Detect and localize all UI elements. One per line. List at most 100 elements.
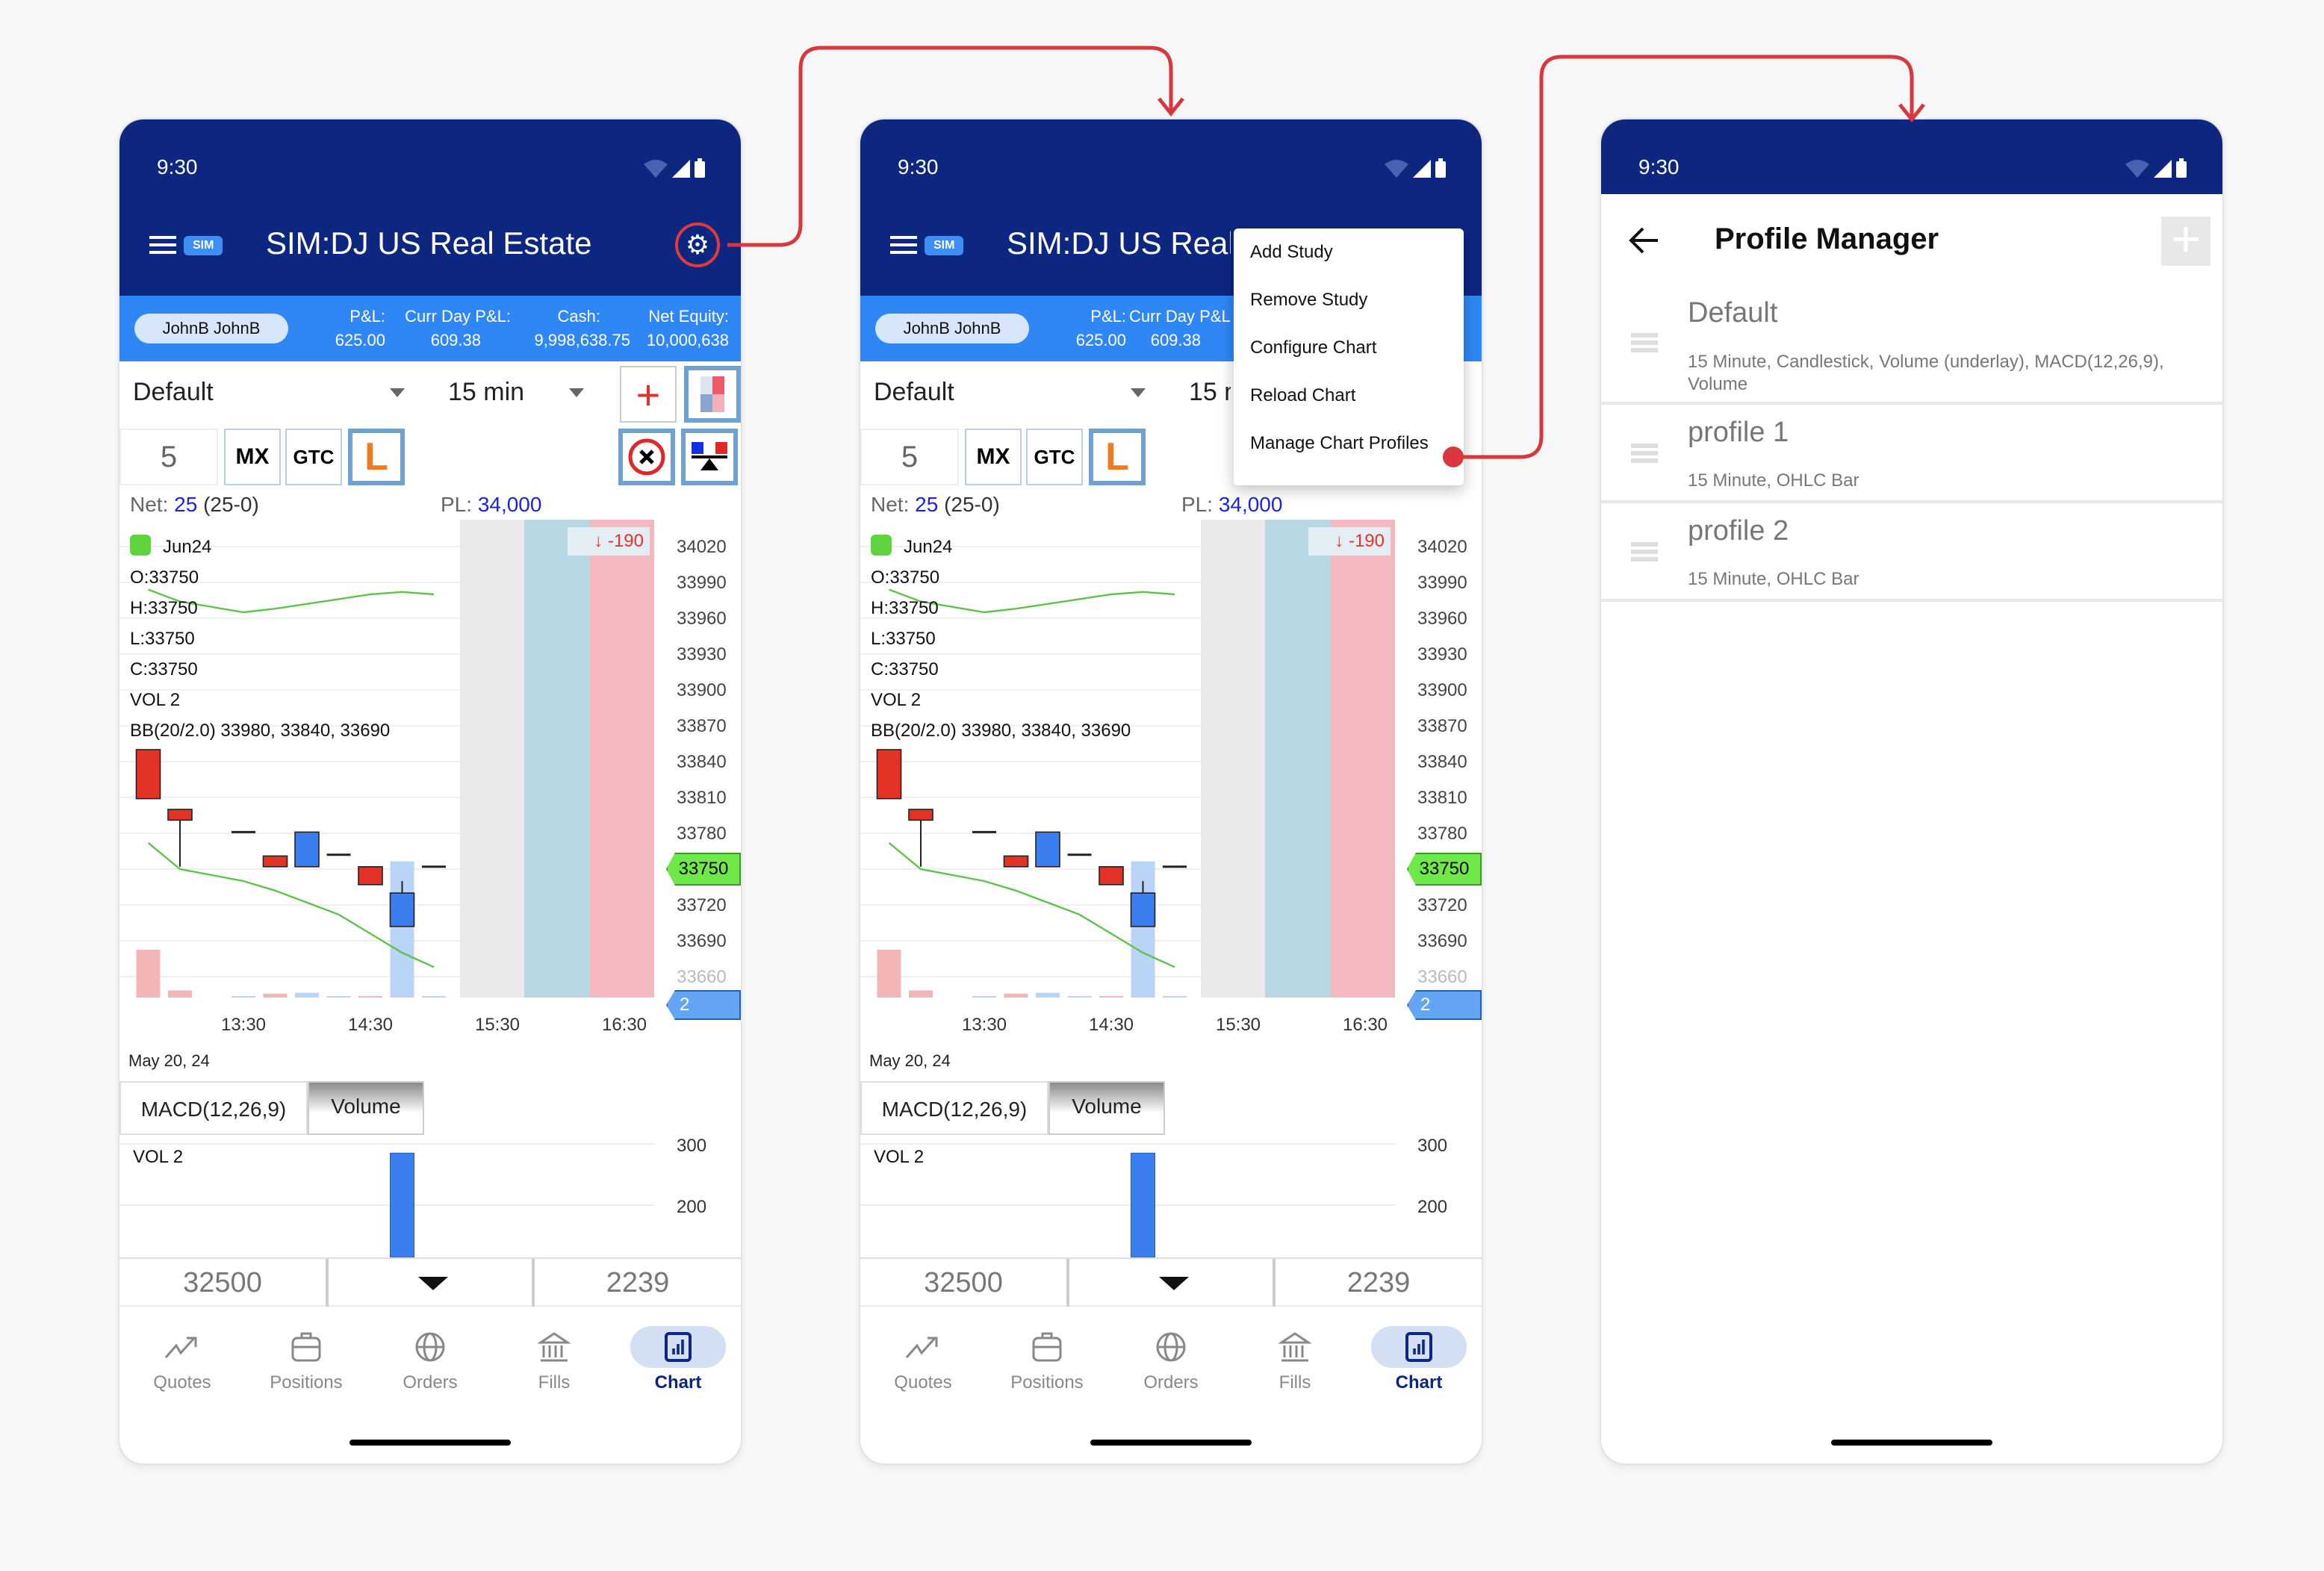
volume-underlay-bar [909,990,933,998]
app-header: SIM SIM:DJ US Real Estate ⚙ [119,194,741,296]
add-profile-button[interactable]: + [2161,214,2210,266]
chart-legend: Jun24 O:33750 H:33750 L:33750 C:33750 VO… [130,532,390,746]
net-position: Net: 25 (25-0) [871,493,1000,517]
account-chip[interactable]: JohnB JohnB [875,314,1029,343]
volume-subchart[interactable]: 300 200 [119,1135,741,1257]
interval-select[interactable]: 15 min [1189,378,1231,406]
pl-label: PL: [441,493,473,516]
nav-quotes[interactable]: Quotes [863,1326,983,1393]
pl-value: 34,000 [1218,493,1283,516]
nav-chart[interactable]: Chart [1359,1326,1479,1393]
quote-row: 32500 2239 [119,1257,741,1307]
back-arrow-icon[interactable] [1628,225,1661,255]
settings-gear-icon[interactable]: ⚙ [675,223,720,267]
price-tick-label: 33840 [1417,752,1467,772]
menu-item-remove-study[interactable]: Remove Study [1250,290,1368,310]
menu-icon[interactable] [890,236,917,254]
price-chart[interactable]: 34020 33990 33960 33930 33900 33870 33840 33810… [119,520,741,1042]
quote-toggle[interactable] [326,1259,535,1307]
menu-icon[interactable] [149,236,176,254]
tab-macd[interactable]: MACD(12,26,9) [860,1081,1048,1135]
candle-body [1099,865,1124,886]
price-chart[interactable]: 34020 33990 33960 33930 33900 33870 33840 33810… [860,520,1482,1042]
quantity-field[interactable]: 5 [119,429,218,485]
nav-orders[interactable]: Orders [1111,1326,1231,1393]
price-tick-label: 33900 [677,680,727,700]
candle-body [1035,831,1060,868]
time-tick-label: 14:30 [348,1015,393,1035]
quantity-field[interactable]: 5 [860,429,959,485]
chart-options-menu: Add Study Remove Study Configure Chart R… [1234,228,1464,485]
tab-macd[interactable]: MACD(12,26,9) [119,1081,308,1135]
interval-select[interactable]: 15 min [448,378,525,406]
pl-value: 34,000 [477,493,542,516]
drag-handle-icon[interactable] [1631,542,1658,564]
tab-volume[interactable]: Volume [1048,1081,1165,1135]
stat-value: 625.00 [1075,331,1126,349]
profile-item[interactable]: Default 15 Minute, Candlestick, Volume (… [1601,291,2222,405]
price-tick-label: 34020 [1417,537,1467,557]
profile-item[interactable]: profile 1 15 Minute, OHLC Bar [1601,405,2222,503]
battery-icon [2176,158,2187,178]
price-tick-label: 33690 [1417,931,1467,951]
volume-tick-label: 200 [1417,1197,1447,1217]
menu-item-add-study[interactable]: Add Study [1250,242,1333,262]
signal-icon [1413,160,1431,178]
drag-handle-icon[interactable] [1631,444,1658,466]
gtc-button[interactable]: GTC [285,429,342,485]
stat-label: Cash: [557,307,600,326]
time-tick-label: 15:30 [1216,1015,1261,1035]
gtc-button[interactable]: GTC [1026,429,1083,485]
nav-positions[interactable]: Positions [246,1326,366,1393]
mx-button[interactable]: MX [224,429,281,485]
account-chip[interactable]: JohnB JohnB [134,314,288,343]
mx-button[interactable]: MX [965,429,1022,485]
interval-dropdown-icon[interactable] [569,388,584,397]
menu-item-reload-chart[interactable]: Reload Chart [1250,385,1356,405]
change-badge: ↓ -190 [1308,527,1391,556]
cancel-orders-button[interactable] [618,429,675,485]
crosshair-button[interactable]: + [620,366,677,423]
drag-handle-icon[interactable] [1631,333,1658,355]
limit-order-button[interactable]: L [1089,429,1146,485]
sim-badge: SIM [184,236,223,255]
profile-select[interactable]: Default [133,378,214,406]
menu-item-configure-chart[interactable]: Configure Chart [1250,337,1377,358]
nav-chart[interactable]: Chart [618,1326,738,1393]
color-toggle-button[interactable] [684,366,741,423]
nav-quotes[interactable]: Quotes [122,1326,242,1393]
profile-item[interactable]: profile 2 15 Minute, OHLC Bar [1601,503,2222,602]
quote-toggle[interactable] [1066,1259,1276,1307]
candle-body [167,809,193,821]
volume-subchart[interactable]: 300 200 [860,1135,1482,1257]
trending-icon [905,1337,938,1358]
last-price-marker: 33750 [1407,853,1482,886]
cancel-x-icon [628,438,665,476]
status-icons [2125,158,2187,178]
wifi-icon [644,160,668,178]
nav-fills[interactable]: Fills [494,1326,614,1393]
stat-label: Curr Day P&L: [405,307,511,326]
volume-underlay-bar [1067,996,1092,998]
profile-dropdown-icon[interactable] [390,388,405,397]
flatten-button[interactable] [681,429,738,485]
stat-curr-day-pnl: Curr Day P&L: 609.38 [1129,305,1231,352]
menu-item-manage-chart-profiles[interactable]: Manage Chart Profiles [1250,433,1429,453]
limit-order-button[interactable]: L [348,429,405,485]
price-tick-label: 33810 [1417,788,1467,808]
globe-icon [1156,1332,1186,1362]
volume-underlay-bar [358,996,382,998]
time-tick-label: 13:30 [221,1015,266,1035]
bb-upper-line [148,588,435,614]
nav-positions[interactable]: Positions [987,1326,1107,1393]
volume-tick-label: 200 [677,1197,706,1217]
nav-orders[interactable]: Orders [370,1326,490,1393]
bid-value: 32500 [183,1267,262,1298]
profile-dropdown-icon[interactable] [1131,388,1146,397]
tab-volume[interactable]: Volume [308,1081,424,1135]
bb-middle-line [147,842,435,968]
profile-select[interactable]: Default [874,378,954,406]
nav-fills[interactable]: Fills [1235,1326,1355,1393]
legend-symbol: Jun24 [904,537,953,557]
status-time: 9:30 [1638,155,1680,178]
